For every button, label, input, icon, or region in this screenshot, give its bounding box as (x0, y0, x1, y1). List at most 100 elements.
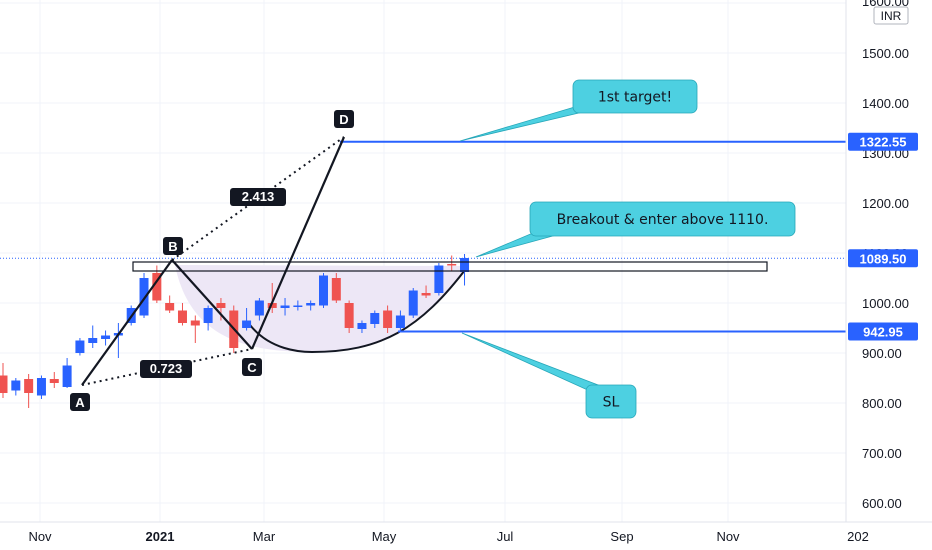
y-tick-label: 1500.00 (862, 46, 909, 61)
breakout-callout: Breakout & enter above 1110. (475, 201, 796, 258)
currency-badge-text: INR (881, 9, 902, 23)
y-tick-label: 900.00 (862, 346, 902, 361)
candle-body (293, 305, 303, 307)
candle-body (11, 380, 21, 391)
last-price-tag-bg (848, 249, 918, 268)
candle-body (0, 375, 8, 393)
last-price-tag-text: 1089.50 (860, 251, 907, 266)
target-price-tag-text: 1322.55 (860, 135, 907, 150)
x-tick-label: May (372, 529, 397, 544)
point-a-text: A (75, 395, 85, 410)
currency-badge: INR (873, 6, 909, 25)
time-axis-bg (0, 522, 932, 550)
stoploss-callout-box (585, 384, 637, 419)
target-price-tag-bg (848, 132, 918, 151)
candle-body (216, 303, 226, 308)
candle-body (357, 323, 367, 329)
stoploss-callout-text: SL (603, 395, 620, 411)
y-tick-label-partial: 1600.00 (862, 0, 909, 9)
y-tick-label: 1000.00 (862, 296, 909, 311)
candle (293, 300, 303, 311)
candle (190, 315, 200, 343)
resistance-box (132, 261, 768, 272)
x-tick-label: Nov (716, 529, 740, 544)
candle (344, 300, 354, 333)
ratio-label-ac-bg (140, 360, 192, 378)
ratio-label-bd-text: 2.413 (242, 189, 275, 204)
candle (36, 375, 46, 399)
candle-body (242, 320, 252, 328)
point-b-text: B (168, 239, 177, 254)
candle-body (319, 275, 328, 306)
stoploss-price-tag-text: 942.95 (863, 325, 903, 340)
y-tick-label: 600.00 (862, 496, 902, 511)
candle (447, 255, 457, 271)
x-tick-label: Mar (253, 529, 276, 544)
target-price-tag: 1322.55 (848, 132, 918, 151)
y-tick-label: 1200.00 (862, 196, 909, 211)
candle (101, 330, 111, 346)
candle (165, 295, 175, 313)
candle-body (306, 303, 316, 306)
point-b-bg (163, 237, 183, 255)
x-tick-label: Sep (610, 529, 633, 544)
candle (395, 310, 405, 331)
ratio-label-bd: 2.413 (230, 188, 286, 206)
point-c-bg (242, 358, 262, 376)
candle-body (62, 365, 72, 387)
candle-body (370, 313, 380, 324)
candle (139, 273, 149, 318)
candle (460, 254, 470, 286)
point-a-bg (70, 393, 90, 411)
leg-bc (171, 259, 253, 350)
candle-body (280, 305, 290, 308)
grid-lines (0, 0, 846, 522)
target-callout: 1st target! (459, 79, 698, 142)
ratio-line-ac (81, 348, 253, 386)
y-tick-label: 700.00 (862, 446, 902, 461)
candle-body (24, 379, 34, 393)
candle-body (383, 310, 393, 328)
candle (75, 338, 85, 356)
target-callout-box (572, 79, 698, 114)
candle-body (408, 290, 418, 316)
candle (370, 310, 380, 328)
candle (421, 285, 431, 298)
candle-body (177, 310, 187, 323)
candle (62, 358, 72, 388)
candle (216, 298, 226, 321)
x-tick-label: 202 (847, 529, 869, 544)
candle (49, 372, 59, 388)
last-price-tag: 1089.50 (848, 249, 918, 268)
candle-body (152, 273, 162, 301)
stoploss-callout: SL (461, 332, 637, 419)
candle (24, 374, 34, 408)
ratio-label-bd-bg (230, 188, 286, 206)
x-tick-label: 2021 (146, 529, 175, 544)
candle (11, 378, 21, 396)
point-d-bg (334, 110, 354, 128)
candle-body (165, 303, 175, 311)
candle-body (344, 303, 354, 328)
breakout-callout-text: Breakout & enter above 1110. (557, 212, 769, 228)
candle-body (434, 265, 444, 293)
breakout-callout-box (529, 201, 796, 237)
candle (0, 363, 8, 398)
point-c: C (242, 358, 262, 376)
candle (280, 298, 290, 316)
point-b: B (163, 237, 183, 255)
candle-body (203, 308, 213, 323)
candle (383, 305, 393, 333)
candle (357, 320, 367, 333)
point-labels: 0.723 2.413 A B C D (70, 110, 354, 411)
candle (152, 265, 162, 303)
candle (434, 263, 444, 296)
point-d: D (334, 110, 354, 128)
candle-body (101, 335, 111, 339)
candle-body (421, 293, 431, 296)
candle (319, 273, 328, 308)
candle (408, 288, 418, 318)
point-a: A (70, 393, 90, 411)
y-tick-label: 800.00 (862, 396, 902, 411)
